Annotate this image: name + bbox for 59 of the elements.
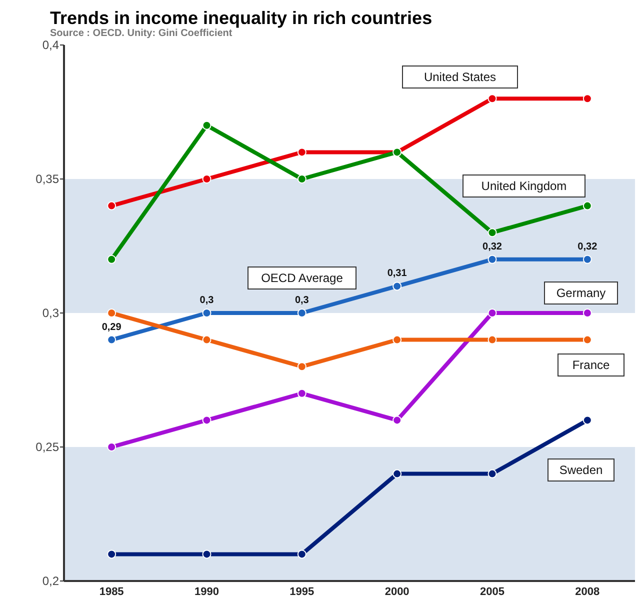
chart-subtitle: Source : OECD. Unity: Gini Coefficient [50,28,233,39]
point [297,308,306,318]
series-label: United States [424,70,496,84]
point [297,388,306,398]
point [582,201,592,210]
point [107,201,116,210]
point [392,416,402,425]
point [488,228,497,238]
point [392,282,402,291]
point [297,174,306,184]
point [582,308,592,318]
data-label: 0,29 [102,322,122,333]
x-tick-label: 1985 [99,586,124,597]
point [582,416,592,425]
data-label: 0,3 [200,295,214,306]
point [202,550,212,559]
point [488,94,497,104]
series-label: Germany [556,286,606,300]
x-tick-label: 1990 [194,586,219,597]
point [297,148,306,157]
y-tick-label: 0,25 [36,440,60,454]
point [488,335,497,344]
data-label: 0,3 [294,295,310,306]
series-label: Sweden [559,463,603,477]
point [202,120,212,130]
point [202,416,212,425]
x-tick-label: 1995 [290,586,314,597]
point [107,335,116,344]
chart-title: Trends in income inequality in rich countries [50,8,432,28]
point [488,254,497,264]
point [107,550,116,559]
point [582,335,592,344]
series-label: OECD Average [261,271,344,285]
y-tick-label: 0,2 [42,574,60,588]
series-label: France [572,358,610,372]
point [582,254,592,264]
point [107,254,116,264]
y-tick-label: 0,3 [42,306,60,320]
point [488,469,497,478]
x-tick-label: 2008 [575,586,600,597]
point [488,308,497,318]
data-label: 0,32 [578,241,598,252]
point [202,335,212,344]
point [107,442,116,452]
point [582,94,592,104]
point [202,308,212,318]
data-label: 0,31 [387,268,408,280]
point [297,362,306,372]
point [297,550,306,559]
point [202,174,212,184]
x-tick-label: 2000 [384,586,410,597]
x-tick-label: 2005 [480,586,504,597]
point [107,308,116,318]
y-tick-label: 0,4 [42,38,60,52]
point [392,469,402,478]
data-label: 0,32 [482,241,502,252]
y-tick-label: 0,35 [36,172,60,186]
point [392,335,402,344]
series-label: United Kingdom [481,179,567,193]
